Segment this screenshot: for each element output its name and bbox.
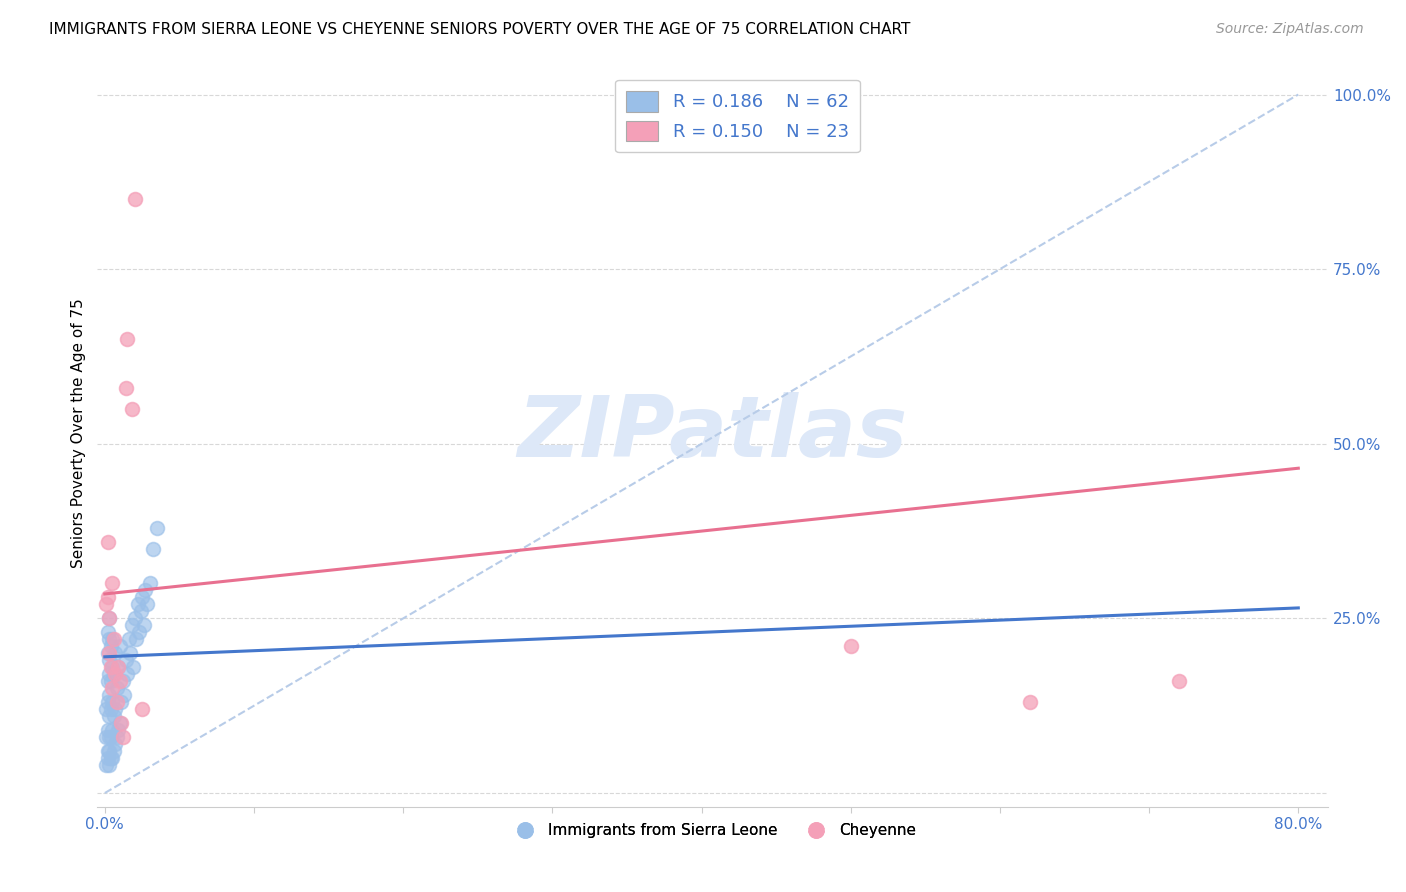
Text: ZIPatlas: ZIPatlas bbox=[517, 392, 908, 475]
Point bbox=[1168, 674, 1191, 689]
Point bbox=[97, 674, 120, 689]
Point bbox=[103, 632, 125, 647]
Point bbox=[98, 709, 121, 723]
Point bbox=[98, 646, 121, 660]
Point bbox=[121, 618, 143, 632]
Point bbox=[98, 744, 121, 758]
Point bbox=[108, 674, 131, 689]
Point bbox=[98, 611, 121, 625]
Point bbox=[112, 688, 135, 702]
Point bbox=[101, 681, 124, 696]
Point bbox=[107, 660, 129, 674]
Point bbox=[97, 591, 120, 605]
Point bbox=[131, 702, 153, 716]
Point bbox=[98, 730, 121, 744]
Point bbox=[108, 716, 131, 731]
Point bbox=[1018, 695, 1040, 709]
Text: IMMIGRANTS FROM SIERRA LEONE VS CHEYENNE SENIORS POVERTY OVER THE AGE OF 75 CORR: IMMIGRANTS FROM SIERRA LEONE VS CHEYENNE… bbox=[49, 22, 911, 37]
Legend: Immigrants from Sierra Leone, Cheyenne: Immigrants from Sierra Leone, Cheyenne bbox=[503, 817, 922, 844]
Point bbox=[103, 667, 125, 681]
Point bbox=[101, 576, 124, 591]
Point bbox=[128, 625, 150, 640]
Point bbox=[98, 611, 121, 625]
Point bbox=[97, 625, 120, 640]
Point bbox=[125, 632, 148, 647]
Point bbox=[124, 192, 146, 206]
Point bbox=[96, 598, 118, 612]
Point bbox=[98, 653, 121, 667]
Point bbox=[104, 667, 127, 681]
Point bbox=[124, 611, 146, 625]
Point bbox=[104, 737, 127, 751]
Point bbox=[97, 723, 120, 738]
Text: Source: ZipAtlas.com: Source: ZipAtlas.com bbox=[1216, 22, 1364, 37]
Point bbox=[101, 695, 124, 709]
Point bbox=[111, 674, 134, 689]
Point bbox=[132, 618, 155, 632]
Point bbox=[103, 709, 125, 723]
Point bbox=[141, 541, 163, 556]
Point bbox=[97, 744, 120, 758]
Point bbox=[108, 640, 131, 654]
Point bbox=[96, 702, 118, 716]
Point bbox=[127, 598, 149, 612]
Point bbox=[101, 632, 124, 647]
Point bbox=[131, 591, 153, 605]
Point bbox=[115, 667, 138, 681]
Point bbox=[101, 660, 124, 674]
Point bbox=[105, 730, 128, 744]
Point bbox=[103, 744, 125, 758]
Point bbox=[98, 632, 121, 647]
Point bbox=[100, 674, 122, 689]
Point bbox=[110, 695, 132, 709]
Point bbox=[97, 534, 120, 549]
Point bbox=[101, 751, 124, 765]
Point bbox=[107, 723, 129, 738]
Point bbox=[100, 751, 122, 765]
Point bbox=[97, 646, 120, 660]
Point bbox=[122, 660, 145, 674]
Point bbox=[118, 632, 141, 647]
Point bbox=[110, 716, 132, 731]
Point bbox=[146, 520, 169, 534]
Y-axis label: Seniors Poverty Over the Age of 75: Seniors Poverty Over the Age of 75 bbox=[72, 299, 86, 568]
Point bbox=[121, 401, 143, 416]
Point bbox=[100, 702, 122, 716]
Point bbox=[120, 646, 142, 660]
Point bbox=[105, 681, 128, 696]
Point bbox=[114, 653, 136, 667]
Point bbox=[135, 598, 157, 612]
Point bbox=[100, 640, 122, 654]
Point bbox=[138, 576, 160, 591]
Point bbox=[105, 695, 128, 709]
Point bbox=[114, 381, 136, 395]
Point bbox=[96, 730, 118, 744]
Point bbox=[100, 730, 122, 744]
Point bbox=[98, 758, 121, 772]
Point bbox=[104, 702, 127, 716]
Point bbox=[98, 688, 121, 702]
Point bbox=[97, 751, 120, 765]
Point bbox=[129, 604, 152, 618]
Point bbox=[839, 640, 862, 654]
Point bbox=[98, 667, 121, 681]
Point bbox=[115, 332, 138, 346]
Point bbox=[104, 646, 127, 660]
Point bbox=[100, 660, 122, 674]
Point bbox=[97, 695, 120, 709]
Point bbox=[111, 730, 134, 744]
Point bbox=[134, 583, 156, 598]
Point bbox=[101, 723, 124, 738]
Point bbox=[96, 758, 118, 772]
Point bbox=[107, 660, 129, 674]
